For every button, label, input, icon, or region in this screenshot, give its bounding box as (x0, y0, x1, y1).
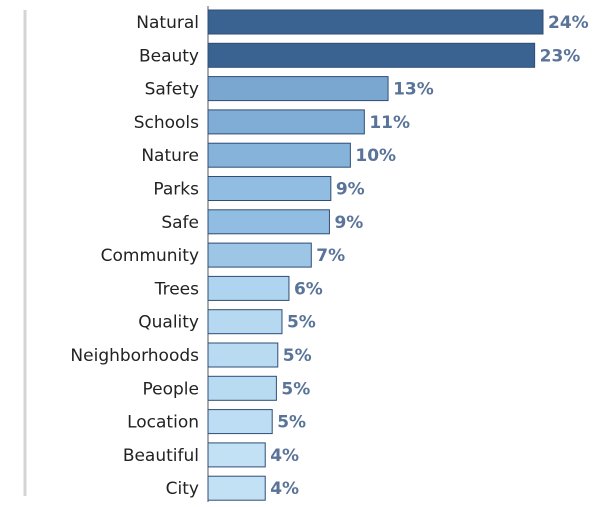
category-label: City (166, 479, 199, 499)
value-label: 7% (316, 246, 345, 266)
value-label: 4% (270, 446, 299, 466)
category-label: Community (101, 246, 199, 266)
bar (207, 42, 536, 68)
value-label: 13% (393, 80, 434, 100)
category-label: Trees (154, 279, 199, 299)
bar (207, 242, 312, 268)
value-label: 5% (283, 346, 312, 366)
value-label: 4% (270, 479, 299, 499)
bar (207, 142, 351, 168)
bar (207, 9, 544, 35)
bar (207, 409, 273, 435)
bar (207, 176, 332, 201)
bar (207, 309, 283, 335)
bar (207, 342, 279, 368)
bar (207, 109, 365, 135)
value-label: 5% (281, 379, 310, 399)
bar (207, 442, 266, 468)
value-label: 23% (540, 46, 581, 66)
value-label: 5% (277, 413, 306, 433)
bar (207, 375, 277, 401)
category-label: Natural (136, 13, 199, 33)
category-label: Beautiful (123, 446, 199, 466)
value-label: 6% (294, 279, 323, 299)
value-label: 9% (334, 213, 363, 233)
category-label: Nature (141, 146, 199, 166)
value-label: 24% (548, 13, 589, 33)
bar (207, 76, 389, 102)
category-label: Neighborhoods (70, 346, 199, 366)
category-label: Parks (153, 180, 199, 200)
bar (207, 275, 290, 301)
value-label: 9% (336, 180, 365, 200)
category-label: Location (127, 413, 199, 433)
category-label: Safe (161, 213, 199, 233)
value-label: 10% (355, 146, 396, 166)
value-label: 5% (287, 313, 316, 333)
category-label: Schools (134, 113, 199, 133)
category-label: Quality (138, 313, 199, 333)
category-label: Beauty (139, 46, 199, 66)
bar (207, 209, 330, 235)
value-label: 11% (369, 113, 410, 133)
category-label: Safety (145, 80, 199, 100)
category-label: People (143, 379, 199, 399)
bar (207, 475, 266, 501)
